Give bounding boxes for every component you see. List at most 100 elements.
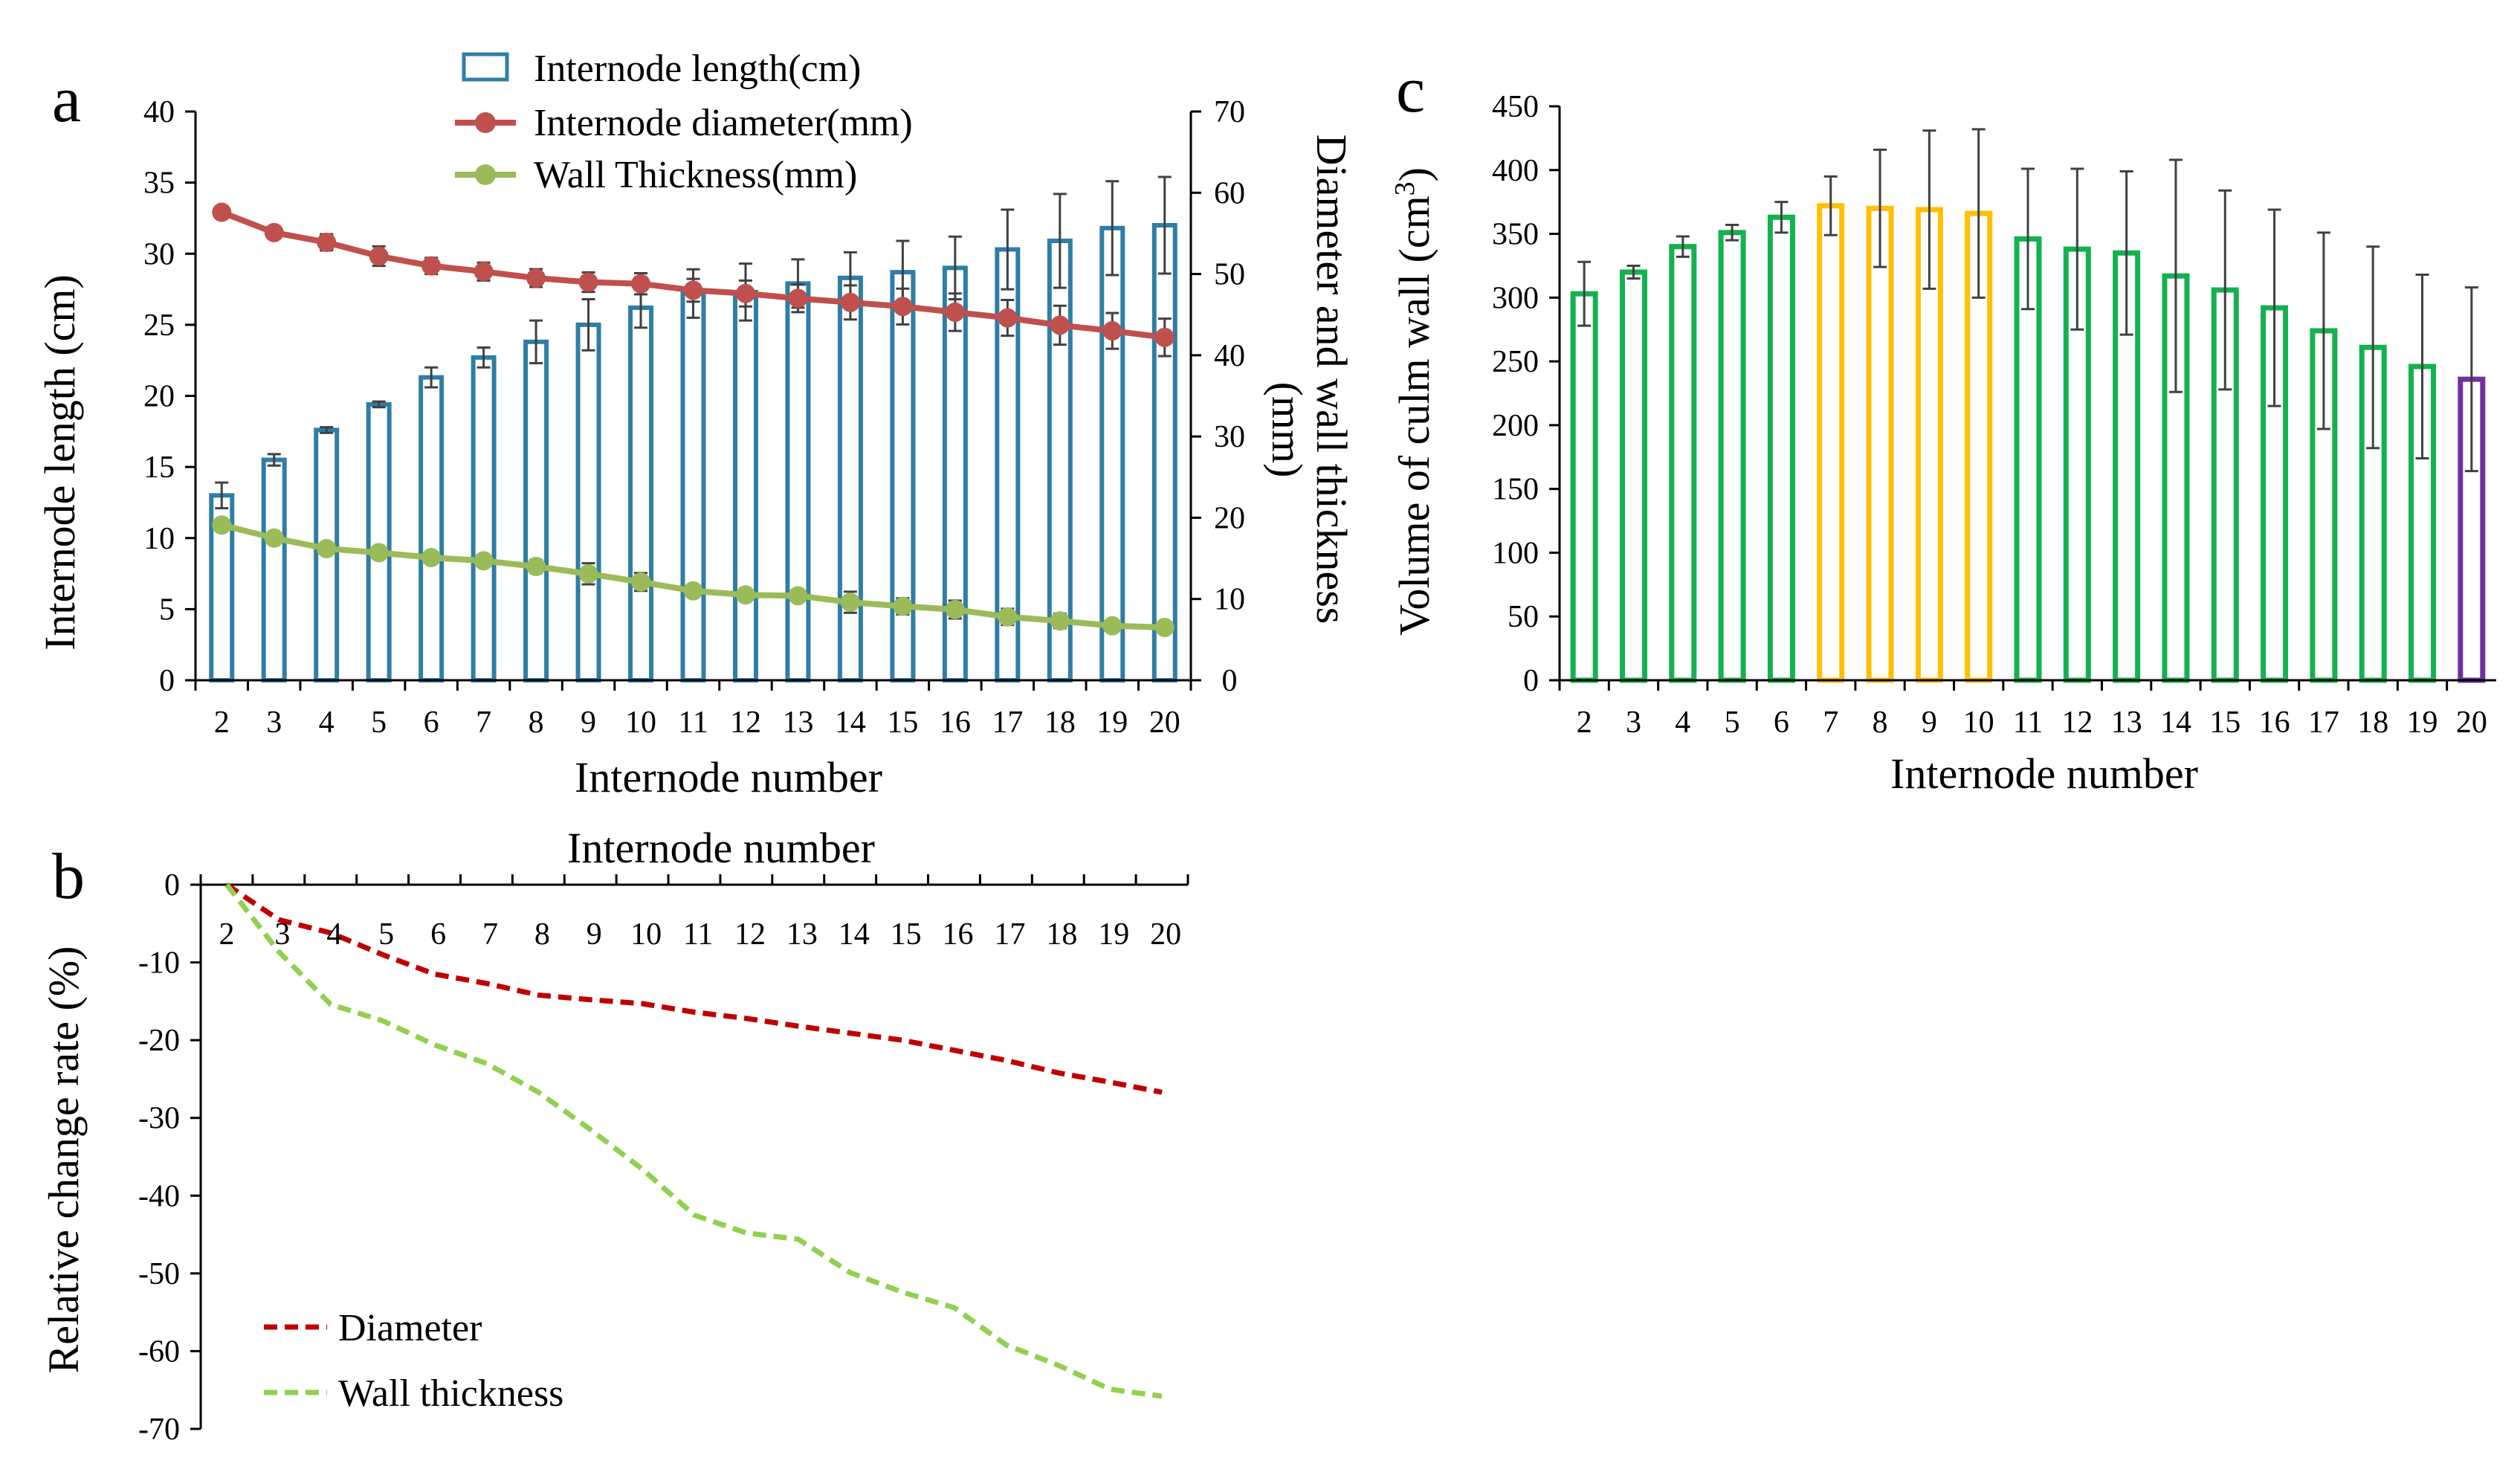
wall-thickness-point-3 (264, 528, 284, 548)
panel-a-x-tick-label-11: 11 (678, 706, 708, 740)
panel-c-x-tick-label-2: 2 (1577, 706, 1592, 740)
panel-a-y2-tick-label-40: 40 (1214, 339, 1245, 373)
diameter-point-6 (421, 256, 442, 276)
diameter-point-11 (683, 280, 703, 300)
panel-c-x-tick-label-18: 18 (2357, 706, 2388, 740)
panel-b-x-tick-label-6: 6 (430, 917, 446, 952)
diameter-point-8 (526, 268, 546, 288)
panel-b-x-tick-label-3: 3 (274, 917, 290, 952)
panel-a-x-tick-label-19: 19 (1096, 706, 1128, 740)
length-bar-3 (261, 457, 287, 682)
panel-c-x-tick-label-16: 16 (2259, 706, 2290, 740)
panel-a-x-tick-label-12: 12 (730, 706, 761, 740)
panel-b-y-tick-label--50: -50 (138, 1257, 180, 1291)
diameter-point-3 (264, 222, 284, 242)
panel-b-y-tick-label--10: -10 (138, 946, 180, 981)
panel-c-y-tick-label-200: 200 (1492, 409, 1539, 443)
panel-b-x-tick-label-13: 13 (786, 917, 818, 952)
panel-a-x-tick-label-10: 10 (625, 706, 656, 740)
volume-bar-20 (2458, 376, 2486, 683)
panel-a-y-tick-label-30: 30 (143, 237, 175, 271)
legend-label-diameter-change: Diameter (338, 1307, 482, 1349)
legend-label-wall: Wall Thickness(mm) (534, 154, 857, 196)
panel-c-y-tick-label-150: 150 (1492, 473, 1539, 507)
panel-c-y-axis-label: Volume of culm wall (cm3) (1389, 167, 1438, 636)
panel-a-x-tick-label-14: 14 (835, 706, 866, 740)
panel-b-y-tick-label--70: -70 (138, 1413, 180, 1447)
panel-c-y-axis-label-sup: 3 (1389, 181, 1421, 196)
length-bar-6 (419, 375, 445, 682)
panel-a-y-tick-label-10: 10 (143, 522, 175, 556)
panel-c-x-tick-label-9: 9 (1922, 706, 1937, 740)
panel-c-x-tick-label-19: 19 (2407, 706, 2438, 740)
panel-a-x-axis-label: Internode number (575, 753, 882, 801)
wall-thickness-point-18 (1050, 611, 1070, 631)
panel-c-x-tick-label-5: 5 (1725, 706, 1740, 740)
panel-a-y2-tick-label-70: 70 (1214, 95, 1245, 129)
diameter-point-13 (788, 288, 808, 309)
panel-a-x-tick-label-15: 15 (887, 706, 918, 740)
length-bar-20 (1151, 223, 1177, 682)
wall-thickness-point-9 (578, 564, 598, 584)
wall-thickness-point-6 (421, 547, 442, 567)
diameter-point-9 (578, 272, 598, 292)
panel-c-x-tick-label-12: 12 (2061, 706, 2093, 740)
panel-letter-a: a (52, 64, 81, 136)
panel-c-y-axis-label-close: ) (1390, 167, 1438, 181)
panel-a-y-tick-label-35: 35 (143, 167, 175, 201)
panel-c-x-tick-label-6: 6 (1774, 706, 1789, 740)
panel-b-y-tick-label--60: -60 (138, 1334, 180, 1369)
panel-letter-b: b (52, 841, 85, 913)
panel-b-x-tick-label-8: 8 (534, 917, 550, 952)
diameter-point-17 (998, 308, 1018, 328)
panel-a-y2-tick-label-0: 0 (1222, 664, 1238, 698)
diameter-point-20 (1154, 327, 1175, 347)
panel-b-x-tick-label-2: 2 (219, 917, 235, 952)
wall-thickness-point-13 (788, 586, 808, 606)
panel-b-x-axis-label: Internode number (567, 824, 875, 872)
length-bar-12 (732, 289, 758, 682)
panel-a-y2-tick-label-30: 30 (1214, 420, 1245, 454)
length-bar-7 (471, 355, 497, 682)
diameter-point-7 (474, 262, 494, 282)
diameter-point-19 (1102, 321, 1122, 341)
panel-a-x-tick-label-13: 13 (782, 706, 813, 740)
legend-marker-diameter (475, 112, 496, 133)
panel-c-x-tick-label-20: 20 (2456, 706, 2487, 740)
wall-thickness-point-16 (945, 599, 965, 619)
length-bar-8 (523, 339, 549, 682)
wall-thickness-point-17 (998, 607, 1018, 627)
panel-c-x-tick-label-15: 15 (2209, 706, 2240, 740)
panel-a-y-tick-label-5: 5 (159, 593, 175, 627)
volume-bar-7 (1817, 203, 1845, 683)
panel-a-x-tick-label-17: 17 (992, 706, 1023, 740)
panel-a-x-tick-label-16: 16 (940, 706, 971, 740)
panel-c-y-tick-label-300: 300 (1492, 281, 1539, 315)
volume-bar-3 (1619, 269, 1647, 683)
panel-a-y2-tick-label-20: 20 (1214, 501, 1245, 535)
diameter-point-4 (317, 232, 337, 252)
wall-thickness-point-11 (683, 581, 703, 601)
panel-b-x-tick-label-12: 12 (734, 917, 766, 952)
diameter-point-15 (893, 297, 913, 317)
panel-c-y-tick-label-50: 50 (1508, 600, 1539, 634)
panel-c-y-tick-label-450: 450 (1492, 90, 1539, 124)
length-bar-15 (890, 270, 916, 682)
wall-thickness-point-10 (631, 572, 651, 592)
panel-a-y-axis-label: Internode length (cm) (36, 274, 84, 651)
diameter-point-12 (735, 283, 755, 303)
panel-c-x-tick-label-7: 7 (1823, 706, 1838, 740)
panel-a-x-tick-label-20: 20 (1149, 706, 1180, 740)
diameter-point-18 (1050, 315, 1070, 335)
panel-b-y-tick-label-0: 0 (164, 868, 180, 903)
volume-bar-5 (1718, 230, 1746, 683)
legend-swatch-length (462, 52, 509, 82)
panel-a-x-tick-label-7: 7 (476, 706, 491, 740)
panel-a-y-tick-label-0: 0 (159, 664, 175, 698)
panel-b-chart: 0 -10 -20 -30 -40 -50 -60 -70 2 3 4 5 6 7 8 9 10 11 12 13 14… (39, 824, 1189, 1447)
panel-a-x-tick-label-4: 4 (319, 706, 335, 740)
wall-thickness-point-12 (735, 585, 755, 605)
panel-a-x-tick-label-6: 6 (424, 706, 439, 740)
